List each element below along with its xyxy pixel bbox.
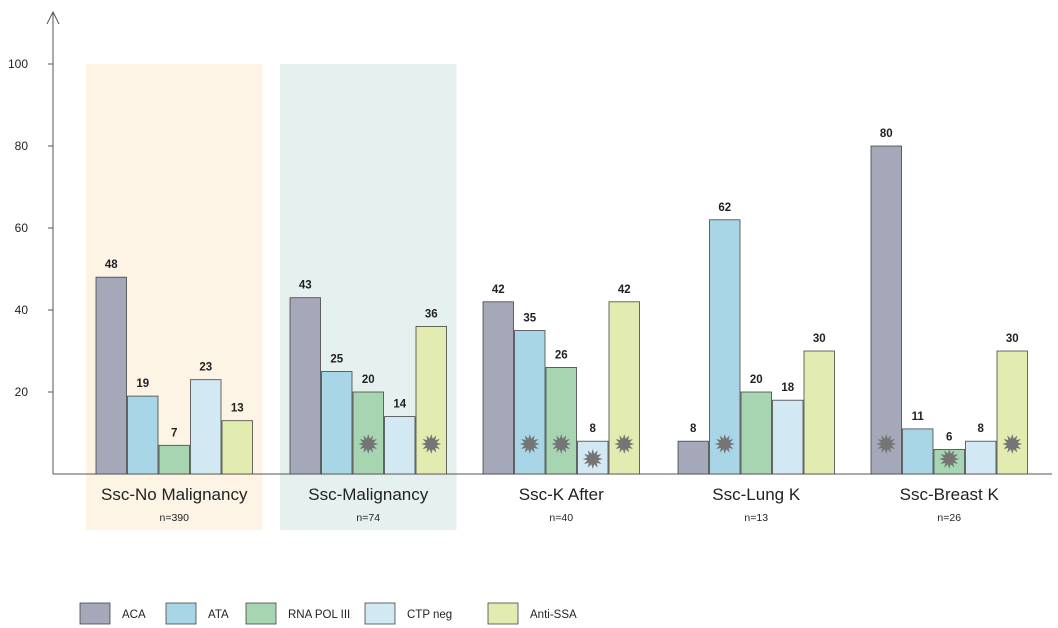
group-label: Ssc-Malignancy xyxy=(308,485,428,504)
y-ticks: 20 40 60 80 100 xyxy=(8,57,53,399)
group-sample-size: n=390 xyxy=(160,512,190,524)
bar-value-label: 25 xyxy=(330,354,343,366)
y-axis-arrow-icon xyxy=(46,10,60,25)
legend: ACA ATA RNA POL III CTP neg Anti-SSA xyxy=(79,602,577,625)
group-sample-size: n=40 xyxy=(549,512,573,524)
significance-star-icon xyxy=(582,449,603,469)
bar-value-label: 35 xyxy=(523,313,536,325)
legend-label: ACA xyxy=(122,609,146,621)
bar xyxy=(803,350,835,475)
significance-star-icon xyxy=(1002,434,1023,454)
legend-swatch xyxy=(245,602,277,625)
bar-value-label: 62 xyxy=(718,202,731,214)
bar-value-label: 6 xyxy=(946,431,952,443)
bar xyxy=(902,428,934,475)
bar xyxy=(870,145,902,475)
significance-star-icon xyxy=(421,434,442,454)
legend-label: CTP neg xyxy=(407,609,452,621)
group-labels: Ssc-No Malignancy n=390 Ssc-Malignancy n=74… xyxy=(101,485,999,524)
bar-value-label: 7 xyxy=(171,427,177,439)
y-tick-label: 20 xyxy=(15,385,29,399)
bar xyxy=(321,371,353,475)
bar-value-label: 30 xyxy=(813,333,826,345)
significance-star-icon xyxy=(614,434,635,454)
bar xyxy=(289,297,321,475)
legend-swatch xyxy=(165,602,197,625)
bar xyxy=(677,440,709,475)
bar-value-label: 20 xyxy=(750,374,763,386)
value-labels: 48 19 7 23 13 43 25 20 14 36 42 35 26 8 42 8 62 20 18 30 80 1… xyxy=(105,128,1019,443)
bar-value-label: 80 xyxy=(880,128,893,140)
bar xyxy=(221,420,253,475)
bar-value-label: 36 xyxy=(425,308,438,320)
bar-value-label: 20 xyxy=(362,374,375,386)
significance-star-icon xyxy=(519,434,540,454)
legend-label: ATA xyxy=(208,609,229,621)
bar-value-label: 42 xyxy=(618,284,631,296)
legend-swatch xyxy=(364,602,396,625)
bar-value-label: 42 xyxy=(492,284,505,296)
bar-value-label: 26 xyxy=(555,349,568,361)
bar xyxy=(127,395,159,475)
bar xyxy=(95,276,127,475)
group-label: Ssc-No Malignancy xyxy=(101,485,248,504)
y-tick-label: 100 xyxy=(8,57,28,71)
bar xyxy=(158,444,190,475)
group-label: Ssc-K After xyxy=(519,485,604,504)
bar-value-label: 23 xyxy=(199,362,212,374)
bar-value-label: 48 xyxy=(105,259,118,271)
significance-star-icon xyxy=(358,434,379,454)
bar xyxy=(709,219,741,475)
legend-label: RNA POL III xyxy=(288,609,350,621)
legend-label: Anti-SSA xyxy=(530,609,577,621)
bar-value-label: 11 xyxy=(912,411,925,423)
bar xyxy=(352,391,384,475)
bar-value-label: 18 xyxy=(781,382,794,394)
bar xyxy=(482,301,514,475)
bar xyxy=(190,379,222,475)
group-label: Ssc-Breast K xyxy=(900,485,1000,504)
bar xyxy=(384,416,416,475)
bar-value-label: 30 xyxy=(1006,333,1019,345)
significance-star-icon xyxy=(714,434,735,454)
bar-value-label: 43 xyxy=(299,280,312,292)
significance-star-icon xyxy=(939,449,960,469)
bar xyxy=(545,366,577,475)
legend-swatch xyxy=(79,602,111,625)
bar xyxy=(772,399,804,475)
significance-star-icon xyxy=(551,434,572,454)
y-tick-label: 80 xyxy=(15,139,29,153)
significance-star-icon xyxy=(876,434,897,454)
bar xyxy=(965,440,997,475)
bar xyxy=(996,350,1028,475)
y-tick-label: 40 xyxy=(15,303,29,317)
group-label: Ssc-Lung K xyxy=(712,485,801,504)
bar-value-label: 8 xyxy=(690,423,697,435)
legend-swatch xyxy=(487,602,519,625)
bar-value-label: 14 xyxy=(393,399,406,411)
bar-value-label: 8 xyxy=(978,423,985,435)
bar-value-label: 19 xyxy=(136,378,149,390)
group-sample-size: n=13 xyxy=(744,512,768,524)
group-sample-size: n=26 xyxy=(937,512,961,524)
y-tick-label: 60 xyxy=(15,221,29,235)
bars xyxy=(95,145,1028,475)
bar-value-label: 8 xyxy=(590,423,597,435)
bar xyxy=(740,391,772,475)
group-sample-size: n=74 xyxy=(356,512,380,524)
bar-value-label: 13 xyxy=(231,403,244,415)
